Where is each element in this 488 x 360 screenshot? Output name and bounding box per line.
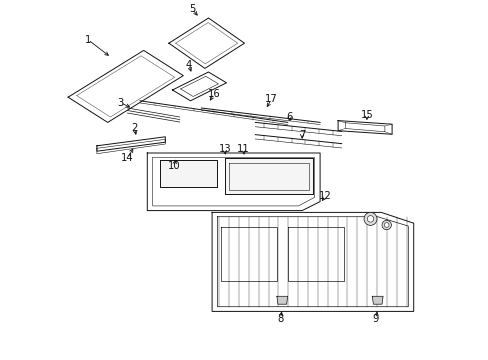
Text: 9: 9 (372, 314, 378, 324)
Polygon shape (221, 227, 276, 281)
Polygon shape (160, 160, 217, 187)
Polygon shape (68, 50, 183, 122)
Polygon shape (224, 158, 312, 194)
Circle shape (381, 220, 390, 230)
Polygon shape (217, 217, 407, 307)
Polygon shape (168, 18, 244, 68)
Text: 16: 16 (207, 89, 220, 99)
Polygon shape (152, 158, 314, 206)
Text: 8: 8 (277, 314, 283, 324)
Polygon shape (255, 122, 341, 136)
Text: 4: 4 (185, 60, 191, 70)
Text: 5: 5 (189, 4, 195, 14)
Circle shape (384, 222, 388, 228)
Text: 17: 17 (264, 94, 277, 104)
Polygon shape (140, 101, 287, 125)
Polygon shape (201, 108, 320, 125)
Text: 11: 11 (237, 144, 249, 154)
Polygon shape (97, 137, 165, 151)
Polygon shape (337, 121, 391, 134)
Polygon shape (276, 296, 287, 304)
Text: 1: 1 (84, 35, 91, 45)
Text: 14: 14 (121, 153, 134, 163)
Polygon shape (172, 72, 226, 101)
Text: 7: 7 (298, 130, 305, 140)
Polygon shape (255, 135, 341, 148)
Polygon shape (371, 296, 382, 304)
Text: 13: 13 (218, 144, 230, 154)
Text: 15: 15 (360, 110, 372, 120)
Text: 6: 6 (286, 112, 292, 122)
Polygon shape (345, 123, 384, 132)
Polygon shape (287, 227, 343, 281)
Text: 2: 2 (131, 123, 138, 133)
Circle shape (363, 212, 376, 225)
Text: 10: 10 (168, 161, 180, 171)
Polygon shape (97, 139, 165, 154)
Circle shape (366, 216, 373, 222)
Text: 12: 12 (319, 191, 331, 201)
Polygon shape (212, 212, 413, 311)
Polygon shape (229, 163, 308, 190)
Polygon shape (147, 153, 320, 211)
Text: 3: 3 (117, 98, 123, 108)
